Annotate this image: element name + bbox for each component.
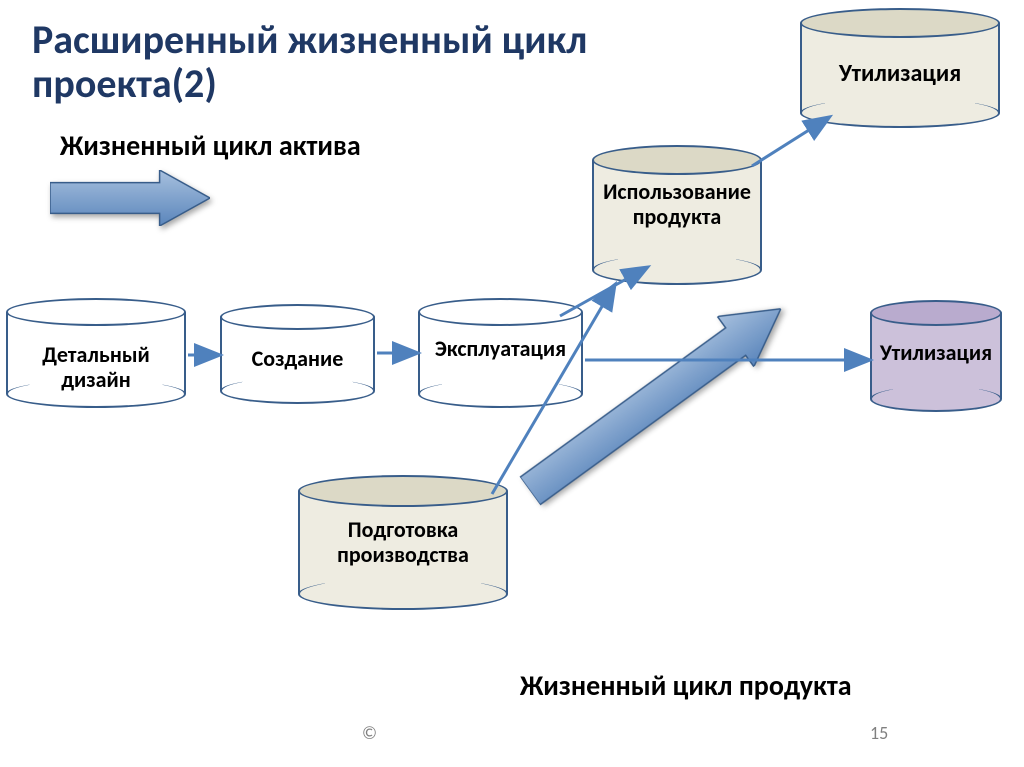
slide-title: Расширенный жизненный цикл проекта(2) <box>32 18 652 106</box>
cylinder-label-operation: Эксплуатация <box>418 336 583 361</box>
subtitle-asset: Жизненный цикл актива <box>60 128 361 163</box>
cylinder-label-disposal-top: Утилизация <box>800 60 1000 88</box>
big-arrow-arrow-asset <box>50 170 210 226</box>
cylinder-operation: Эксплуатация <box>418 298 583 408</box>
cylinder-product-use: Использование продукта <box>592 145 762 285</box>
cylinder-label-creation: Создание <box>220 346 375 371</box>
page-number: 15 <box>870 722 888 744</box>
cylinder-label-disposal-right: Утилизация <box>870 340 1002 365</box>
cylinder-label-production-prep: Подготовка производства <box>298 517 508 568</box>
cylinder-disposal-right: Утилизация <box>870 300 1002 412</box>
cylinder-creation: Создание <box>220 304 375 404</box>
copyright: © <box>362 722 377 744</box>
cylinder-disposal-top: Утилизация <box>800 8 1000 128</box>
subtitle-product: Жизненный цикл продукта <box>520 668 852 703</box>
cylinder-production-prep: Подготовка производства <box>298 475 508 610</box>
cylinder-detail-design: Детальный дизайн <box>6 298 186 408</box>
cylinder-label-detail-design: Детальный дизайн <box>6 342 186 393</box>
cylinder-label-product-use: Использование продукта <box>592 179 762 230</box>
